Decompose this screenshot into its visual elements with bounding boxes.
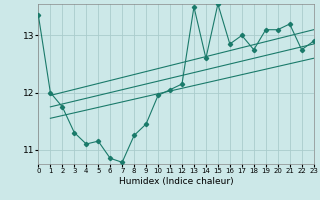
X-axis label: Humidex (Indice chaleur): Humidex (Indice chaleur) (119, 177, 233, 186)
